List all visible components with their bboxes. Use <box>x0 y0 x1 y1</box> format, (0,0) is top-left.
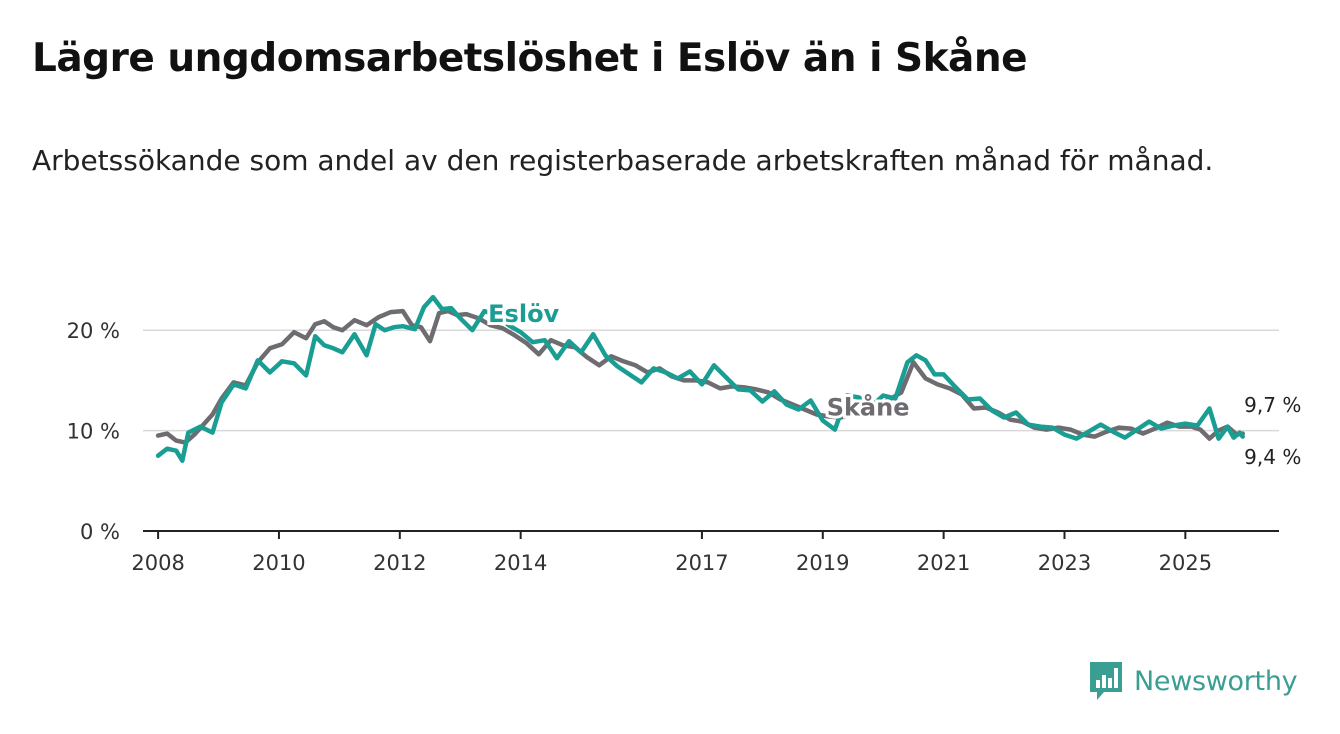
y-tick-label: 20 % <box>67 319 120 343</box>
x-tick-label: 2008 <box>131 551 184 575</box>
x-axis: 2008 2010 2012 2014 2017 2019 2021 2023 2025 <box>131 530 1279 575</box>
chart-title: Lägre ungdomsarbetslöshet i Eslöv än i S… <box>32 36 1028 81</box>
series-labels: Skåne Eslöv 9,7 % 9,4 % <box>485 297 1304 471</box>
series-line-skåne <box>155 308 1245 445</box>
y-tick-label: 10 % <box>67 420 120 444</box>
x-tick-label: 2014 <box>494 551 547 575</box>
series-line-eslöv <box>155 294 1245 463</box>
series-label-skåne: Skåne <box>827 393 910 422</box>
chart-subtitle: Arbetssökande som andel av den registerb… <box>32 144 1214 177</box>
x-tick-label: 2021 <box>917 551 970 575</box>
newsworthy-brand[interactable]: Newsworthy <box>1088 660 1298 702</box>
y-tick-label: 0 % <box>80 520 120 544</box>
x-tick-label: 2012 <box>373 551 426 575</box>
x-tick-label: 2010 <box>252 551 305 575</box>
series-label-eslöv: Eslöv <box>488 300 559 328</box>
y-axis: 0 % 10 % 20 % <box>67 319 120 544</box>
end-value-label-eslöv: 9,4 % <box>1244 445 1301 469</box>
x-tick-label: 2017 <box>675 551 728 575</box>
end-value-label-skåne: 9,7 % <box>1244 393 1301 417</box>
x-tick-label: 2025 <box>1159 551 1212 575</box>
brand-name: Newsworthy <box>1134 665 1298 697</box>
series-lines <box>155 294 1245 463</box>
x-tick-label: 2019 <box>796 551 849 575</box>
bar-chart-speech-bubble-icon <box>1090 662 1122 700</box>
x-tick-label: 2023 <box>1038 551 1091 575</box>
